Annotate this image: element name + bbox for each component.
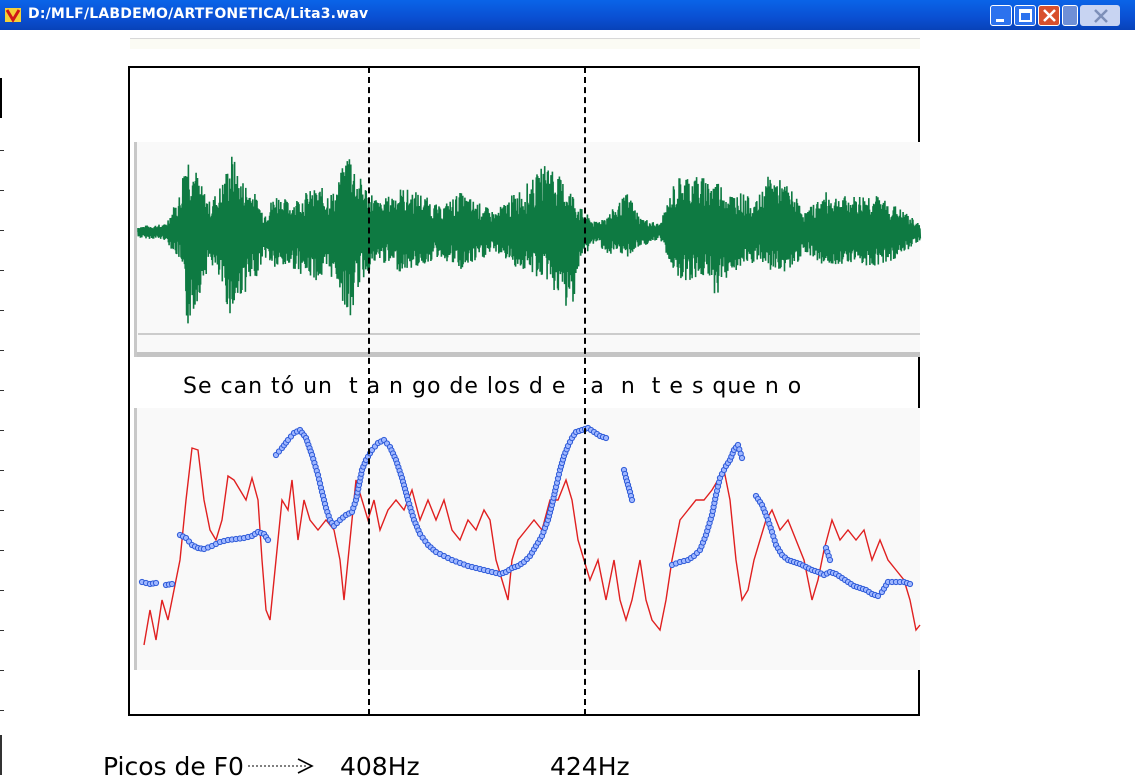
track-ruler-strip	[130, 38, 920, 49]
f0-left-border	[134, 408, 137, 670]
waveform-trace	[137, 156, 922, 324]
f0-red-contour	[143, 447, 921, 646]
waveform-bottom-border	[137, 352, 920, 357]
f0-peaks-label: Picos de F0	[103, 752, 244, 781]
f0-blue-segment	[671, 443, 743, 566]
maximize-icon	[1019, 9, 1032, 22]
f0-blue-contour	[138, 424, 914, 600]
minimize-icon	[996, 19, 1004, 22]
dotted-arrow-icon	[248, 758, 314, 774]
peak-marker-2	[584, 67, 586, 715]
close-button[interactable]	[1038, 5, 1060, 26]
f0-blue-point	[874, 592, 882, 600]
close-icon	[1043, 9, 1056, 22]
f0-blue-point	[906, 580, 914, 588]
peak1-value: 408Hz	[340, 752, 420, 781]
left-edge-ruler	[0, 78, 4, 775]
f0-blue-point	[738, 454, 746, 462]
window-title: D:/MLF/LABDEMO/ARTFONETICA/Lita3.wav	[28, 6, 369, 22]
minimize-button[interactable]	[990, 5, 1012, 26]
app-logo-icon	[5, 8, 21, 23]
f0-blue-point	[628, 496, 636, 504]
window-titlebar[interactable]: D:/MLF/LABDEMO/ARTFONETICA/Lita3.wav	[0, 0, 1135, 30]
background-window-button	[1062, 5, 1078, 26]
peak2-value: 424Hz	[550, 752, 630, 781]
background-window-close-button	[1080, 5, 1120, 26]
syllable-transcription: Se can tó un t a n go de los d e a n t e…	[183, 374, 803, 399]
waveform-left-border	[134, 142, 137, 357]
f0-blue-point	[168, 580, 176, 588]
close-icon	[1094, 9, 1108, 23]
f0-blue-point	[826, 556, 834, 564]
maximize-button[interactable]	[1014, 5, 1036, 26]
f0-blue-point	[152, 579, 160, 587]
f0-blue-point	[264, 536, 272, 544]
f0-blue-point	[602, 434, 610, 442]
peak-marker-1	[368, 67, 370, 715]
